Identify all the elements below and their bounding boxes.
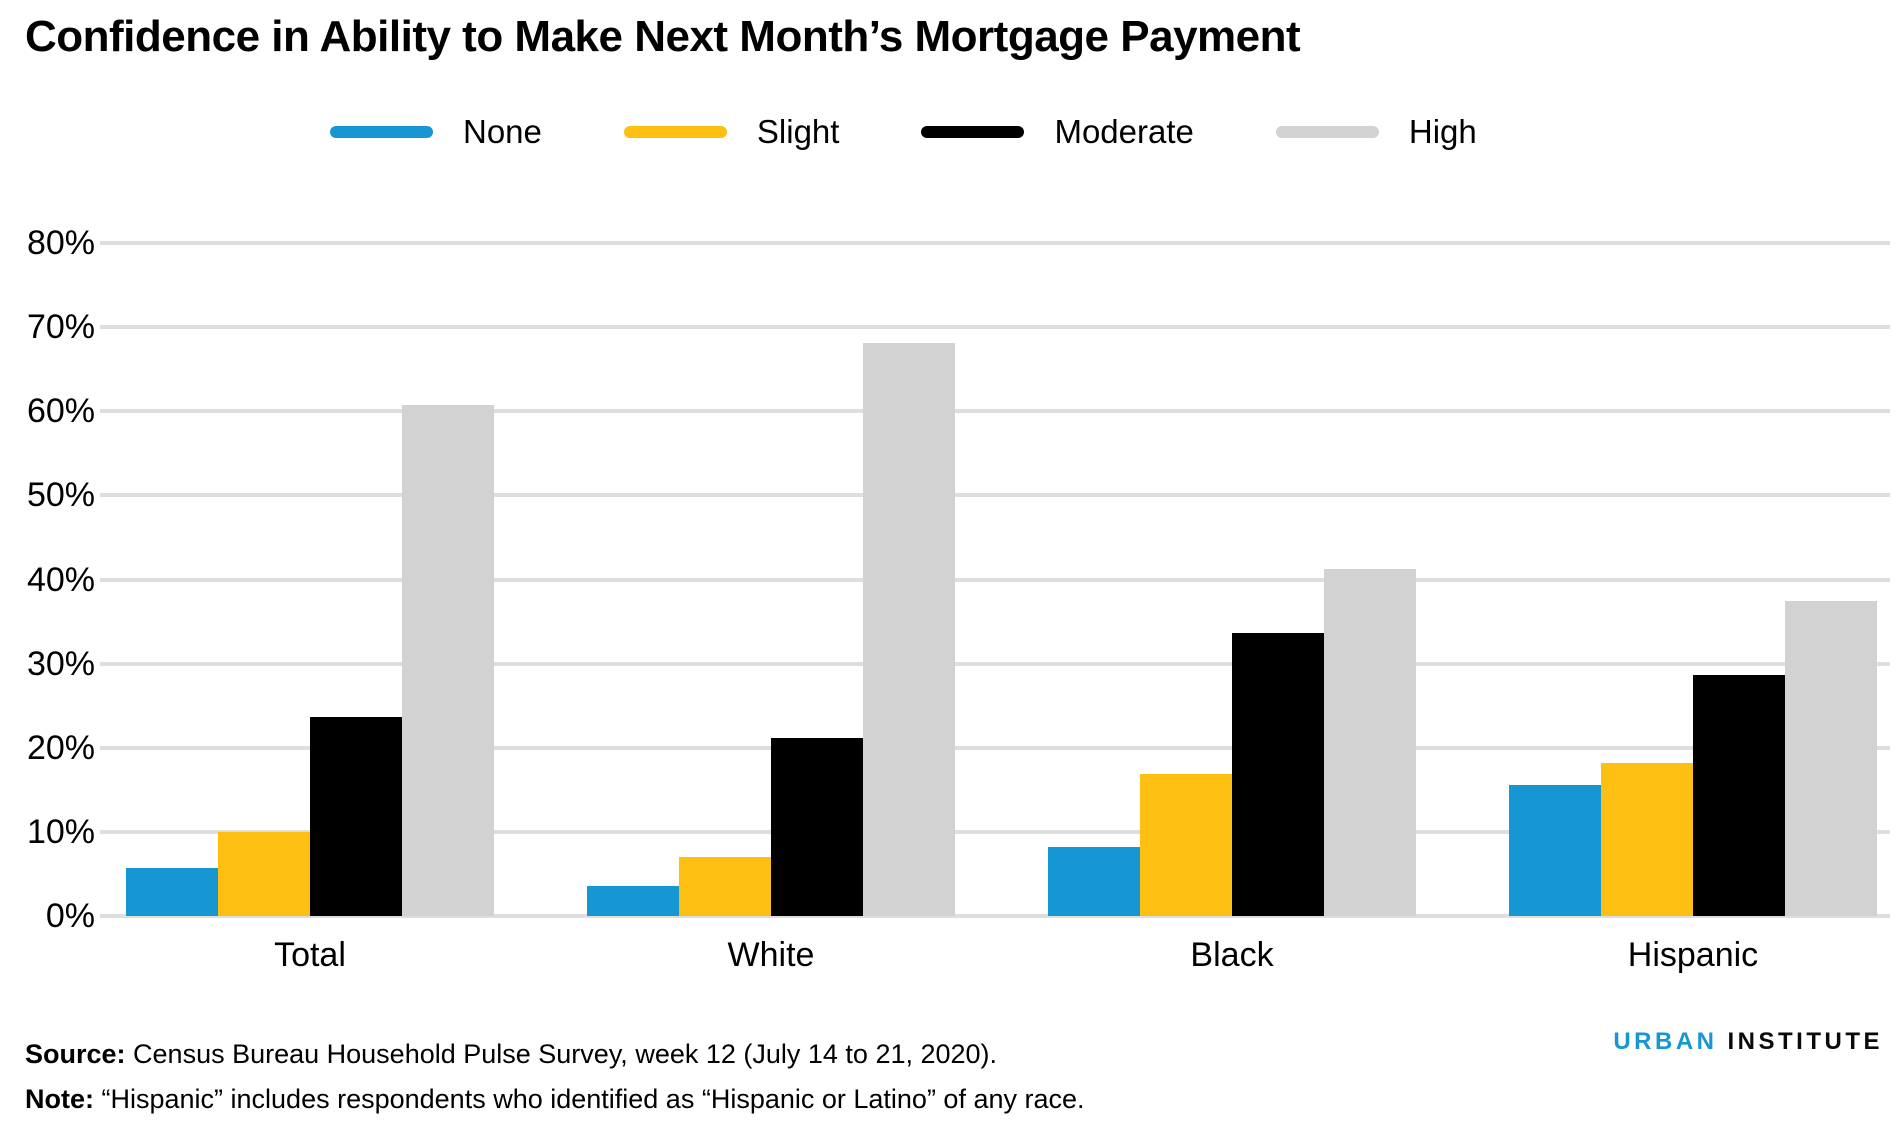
- bar-group-black: [1048, 243, 1416, 916]
- y-tick-20%: 20%: [26, 728, 95, 767]
- y-tick-10%: 10%: [26, 812, 95, 851]
- y-tick-80%: 80%: [26, 224, 95, 262]
- x-category-black: Black: [1190, 936, 1274, 974]
- bar-total-none: [126, 868, 218, 916]
- logo-institute: INSTITUTE: [1727, 1028, 1883, 1055]
- x-axis-labels: Total White Black Hispanic: [100, 936, 1890, 980]
- y-tick-0%: 0%: [45, 897, 95, 935]
- gridline-0%: [100, 914, 1890, 918]
- legend-item-high: High: [1275, 113, 1477, 151]
- source-label: Source:: [25, 1039, 126, 1069]
- y-tick-70%: 70%: [26, 308, 95, 347]
- bar-total-high: [402, 404, 494, 916]
- bar-white-slight: [679, 857, 771, 916]
- bar-white-none: [587, 885, 679, 916]
- logo-urban: URBAN: [1613, 1028, 1718, 1055]
- bar-total-slight: [218, 831, 310, 916]
- y-tick-40%: 40%: [26, 560, 95, 599]
- bar-black-none: [1048, 847, 1140, 916]
- note-label: Note:: [25, 1084, 94, 1114]
- y-tick-30%: 30%: [26, 644, 95, 683]
- bar-black-high: [1324, 568, 1416, 916]
- x-category-white: White: [727, 936, 815, 974]
- bar-total-moderate: [310, 717, 402, 916]
- legend-swatch-none-icon: [330, 126, 433, 138]
- legend: None Slight Moderate High: [330, 113, 1477, 151]
- legend-label-high: High: [1408, 113, 1477, 150]
- gridline-80%: [100, 241, 1890, 245]
- gridline-70%: [100, 325, 1890, 330]
- y-axis-labels: 0% 10% 20% 30% 40% 50% 60% 70% 80%: [0, 226, 95, 933]
- legend-swatch-slight-icon: [623, 126, 727, 138]
- gridline-10%: [100, 829, 1890, 834]
- gridline-40%: [100, 577, 1890, 582]
- legend-label-slight: Slight: [756, 113, 840, 150]
- y-tick-50%: 50%: [26, 476, 95, 515]
- plot-area: [100, 241, 1890, 918]
- legend-item-slight: Slight: [623, 113, 840, 151]
- legend-swatch-moderate-icon: [921, 126, 1025, 138]
- legend-item-none: None: [330, 113, 542, 151]
- urban-institute-logo: URBAN INSTITUTE: [1613, 1028, 1883, 1056]
- y-tick-60%: 60%: [26, 392, 95, 431]
- legend-item-moderate: Moderate: [921, 113, 1194, 151]
- chart-title: Confidence in Ability to Make Next Month…: [25, 12, 1301, 61]
- bar-black-moderate: [1232, 633, 1324, 916]
- footer: Source: Census Bureau Household Pulse Su…: [25, 1041, 1085, 1113]
- legend-label-moderate: Moderate: [1054, 113, 1194, 150]
- bar-black-slight: [1140, 773, 1232, 916]
- gridline-50%: [100, 493, 1890, 498]
- legend-swatch-high-icon: [1275, 126, 1379, 138]
- gridline-30%: [100, 661, 1890, 666]
- bar-hispanic-high: [1784, 601, 1877, 916]
- bar-group-hispanic: [1508, 243, 1877, 916]
- source-line: Source: Census Bureau Household Pulse Su…: [25, 1041, 1085, 1068]
- x-category-hispanic: Hispanic: [1627, 936, 1759, 974]
- bar-hispanic-slight: [1600, 762, 1693, 916]
- bar-hispanic-moderate: [1692, 674, 1785, 916]
- bar-group-white: [587, 243, 955, 916]
- legend-label-none: None: [463, 113, 542, 150]
- source-text: Census Bureau Household Pulse Survey, we…: [125, 1039, 998, 1069]
- note-text: “Hispanic” includes respondents who iden…: [94, 1084, 1085, 1114]
- gridline-60%: [100, 409, 1890, 414]
- bar-white-high: [863, 343, 955, 916]
- x-category-total: Total: [274, 936, 346, 974]
- bar-hispanic-none: [1508, 784, 1601, 916]
- bar-group-total: [126, 243, 494, 916]
- gridline-20%: [100, 745, 1890, 750]
- bar-white-moderate: [771, 737, 863, 916]
- note-line: Note: “Hispanic” includes respondents wh…: [25, 1086, 1085, 1113]
